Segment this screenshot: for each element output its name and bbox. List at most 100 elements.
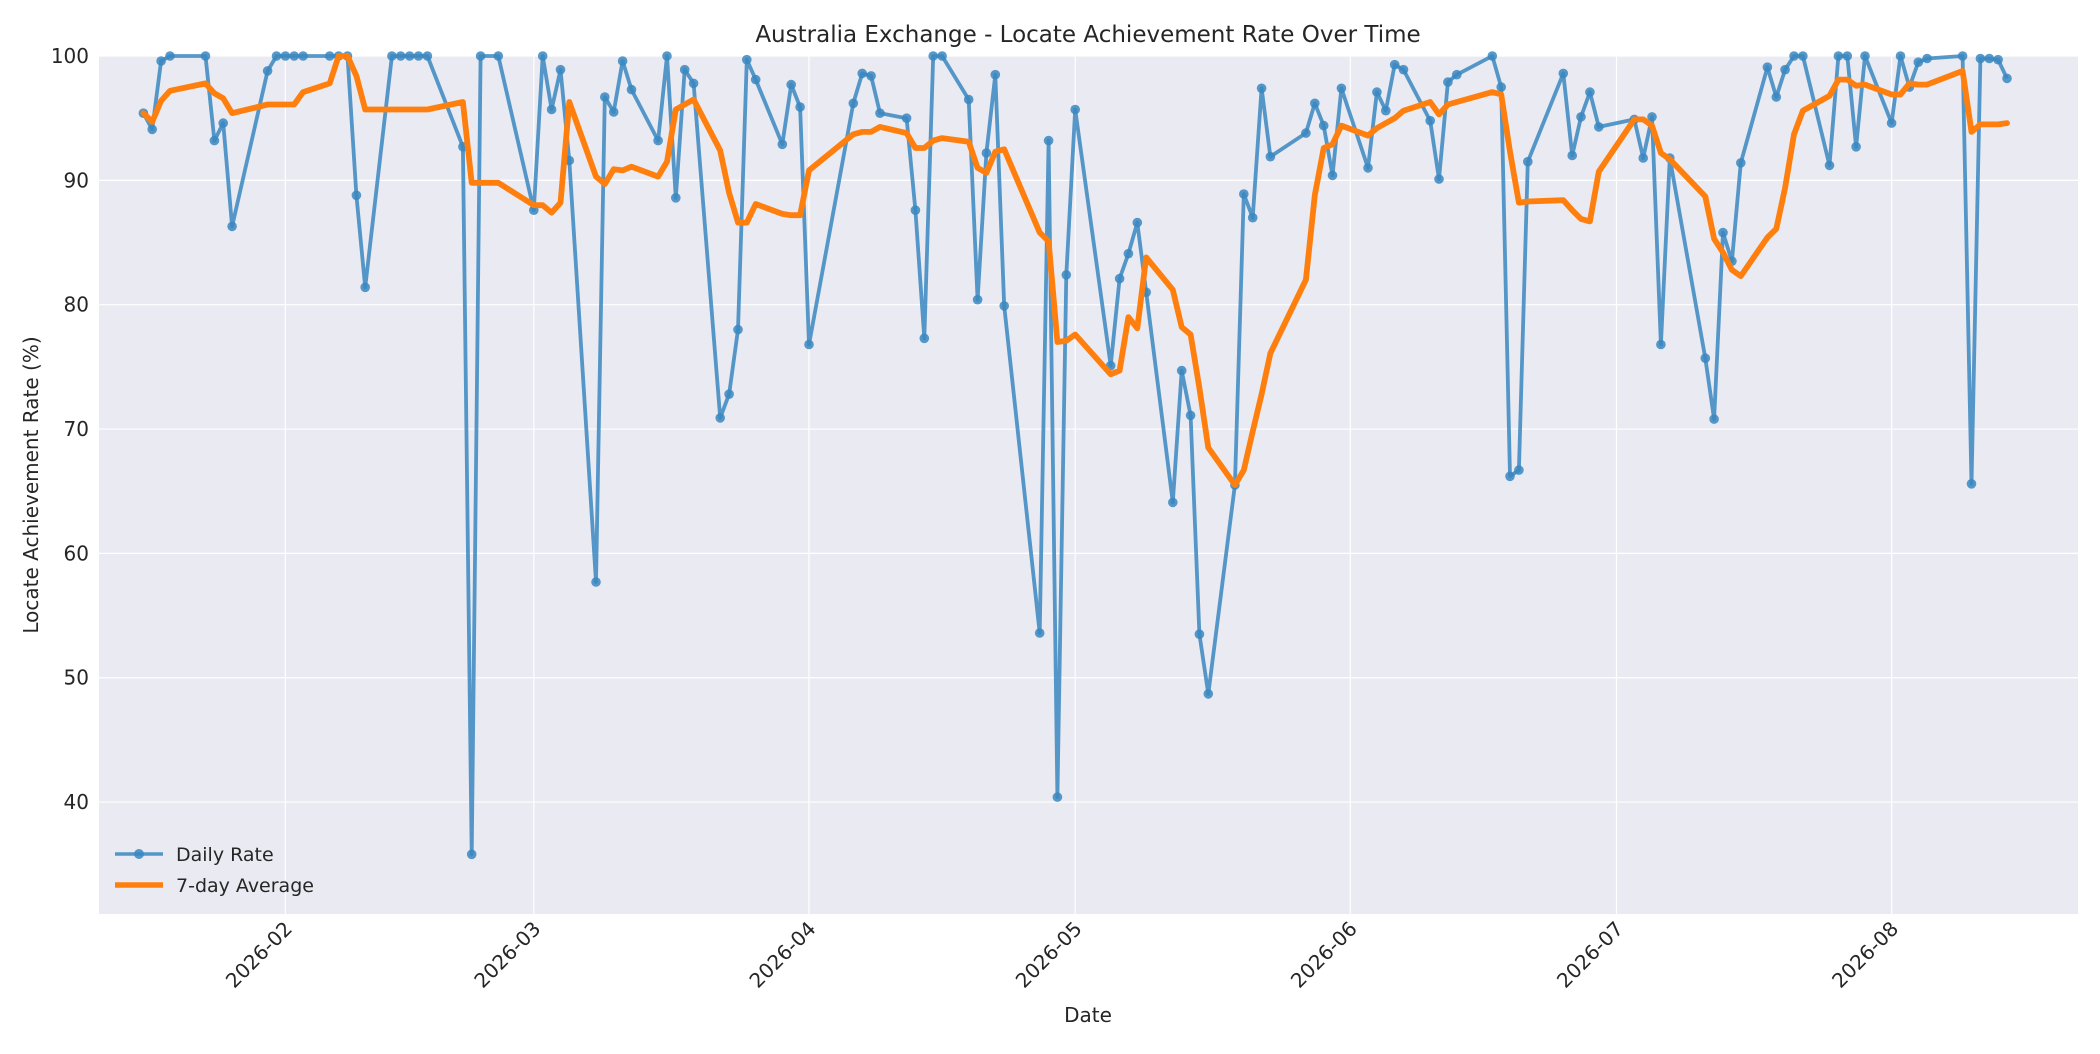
daily-rate-point — [688, 78, 699, 89]
daily-rate-point — [999, 301, 1009, 311]
daily-rate-point — [1176, 365, 1187, 376]
daily-rate-point — [387, 51, 397, 61]
daily-rate-point — [1265, 151, 1276, 162]
daily-rate-point — [1061, 270, 1072, 280]
daily-rate-point — [1585, 87, 1595, 97]
daily-rate-point — [546, 104, 557, 115]
daily-rate-point — [1452, 69, 1462, 80]
daily-rate-point — [466, 849, 477, 860]
daily-rate-point — [1496, 82, 1506, 92]
y-axis-label: Locate Achievement Rate (%) — [19, 336, 43, 633]
daily-rate-point — [1922, 53, 1932, 64]
y-tick-label: 100 — [51, 44, 89, 68]
daily-rate-point — [671, 193, 681, 203]
daily-rate-point — [1984, 53, 1995, 64]
daily-rate-point — [404, 51, 415, 61]
daily-rate-point — [1638, 153, 1648, 163]
daily-rate-point — [786, 79, 796, 90]
daily-rate-point — [165, 51, 175, 61]
daily-rate-point — [1709, 414, 1719, 424]
daily-rate-point — [395, 51, 406, 61]
daily-rate-point — [1398, 64, 1409, 75]
daily-rate-point — [1123, 248, 1134, 259]
daily-rate-point — [1886, 118, 1897, 128]
daily-rate-point — [1851, 142, 1861, 152]
daily-rate-point — [298, 51, 308, 61]
daily-rate-point — [750, 74, 761, 85]
daily-rate-point — [591, 577, 601, 587]
daily-rate-point — [413, 51, 424, 61]
daily-rate-point — [1310, 98, 1320, 109]
daily-rate-point — [1301, 128, 1311, 138]
daily-rate-point — [626, 84, 637, 95]
daily-rate-point — [981, 148, 992, 158]
daily-rate-point — [662, 51, 672, 61]
daily-rate-point — [289, 51, 300, 61]
series-line-daily-rate — [141, 54, 2009, 857]
y-axis-ticks: 40 50 60 70 80 90 100 — [51, 44, 89, 814]
daily-rate-point — [653, 135, 663, 146]
daily-rate-point — [227, 221, 237, 232]
daily-rate-point — [1203, 689, 1214, 699]
daily-rate-point — [1833, 51, 1844, 61]
y-tick-label: 80 — [64, 293, 89, 317]
daily-rate-point — [1762, 62, 1773, 72]
daily-rate-point — [422, 51, 433, 61]
daily-rate-point — [742, 54, 752, 65]
series-layer — [138, 51, 2012, 860]
daily-rate-point — [1957, 51, 1968, 61]
daily-rate-point — [1966, 479, 1977, 489]
daily-rate-point — [537, 51, 548, 61]
daily-rate-point — [200, 51, 211, 61]
daily-rate-point — [1895, 51, 1906, 61]
daily-rate-point — [218, 118, 228, 128]
daily-rate-point — [1567, 150, 1577, 161]
daily-rate-point — [1247, 212, 1258, 223]
daily-rate-point — [493, 51, 504, 61]
daily-rate-point — [990, 69, 1001, 80]
plot-area — [99, 56, 2078, 914]
daily-rate-point — [1523, 156, 1533, 167]
daily-rate-point — [1052, 792, 1063, 802]
daily-rate-point — [919, 333, 930, 344]
daily-rate-point — [857, 68, 867, 79]
daily-rate-point — [600, 92, 610, 102]
daily-rate-point — [875, 108, 885, 118]
daily-rate-point — [1389, 59, 1400, 70]
daily-rate-point — [1700, 353, 1711, 364]
y-tick-label: 90 — [64, 168, 89, 192]
daily-rate-point — [475, 51, 486, 61]
daily-rate-point — [1780, 64, 1790, 75]
daily-rate-point — [1913, 57, 1924, 67]
daily-rate-point — [848, 98, 859, 109]
daily-rate-point — [928, 51, 938, 61]
legend-average-label: 7-day Average — [176, 875, 314, 897]
daily-rate-point — [1656, 339, 1666, 350]
daily-rate-point — [1975, 53, 1986, 64]
series-line-7-day-average — [140, 53, 2010, 488]
daily-rate-point — [209, 135, 220, 146]
daily-rate-point — [1789, 51, 1799, 61]
daily-rate-point — [1168, 497, 1178, 508]
daily-rate-point — [555, 64, 566, 75]
daily-rate-point — [1256, 83, 1267, 94]
daily-rate-point — [910, 205, 921, 215]
daily-rate-point — [1425, 115, 1435, 126]
daily-rate-point — [608, 107, 619, 117]
daily-rate-point — [1070, 104, 1080, 115]
legend: Daily Rate 7-day Average — [115, 844, 314, 897]
daily-rate-point — [1114, 273, 1125, 284]
daily-rate-point — [1514, 465, 1524, 475]
daily-rate-point — [1185, 410, 1196, 421]
daily-rate-point — [724, 389, 734, 400]
daily-rate-point — [1842, 51, 1853, 61]
daily-rate-point — [1327, 170, 1338, 181]
daily-rate-point — [1034, 628, 1045, 638]
daily-rate-point — [280, 51, 291, 61]
daily-rate-point — [795, 102, 805, 112]
daily-rate-point — [1824, 160, 1835, 171]
daily-rate-point — [1798, 51, 1808, 61]
daily-rate-point — [1318, 120, 1329, 131]
y-tick-label: 60 — [64, 541, 89, 565]
